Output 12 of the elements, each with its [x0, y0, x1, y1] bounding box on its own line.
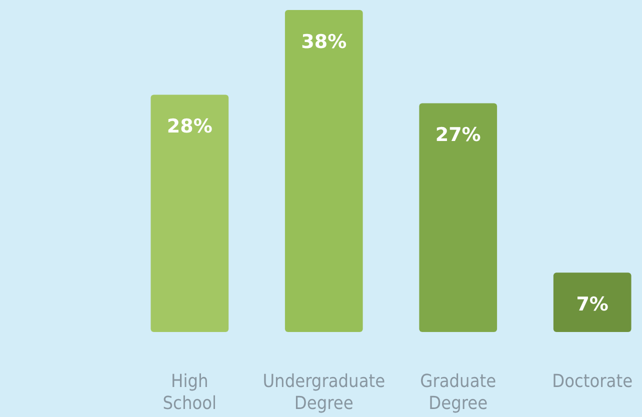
data-label: 27%: [435, 124, 481, 146]
bar: [150, 94, 229, 332]
x-tick-label: Graduate Degree: [420, 371, 496, 414]
data-label: 28%: [166, 116, 212, 138]
x-tick-label: High School: [162, 371, 217, 414]
x-tick-label: Doctorate: [552, 371, 633, 392]
data-label: 7%: [576, 294, 608, 316]
bar: [419, 103, 498, 332]
bar: [553, 272, 632, 332]
x-tick-label: Undergraduate Degree: [262, 371, 386, 414]
data-label: 38%: [301, 31, 347, 53]
bar: [284, 10, 363, 332]
